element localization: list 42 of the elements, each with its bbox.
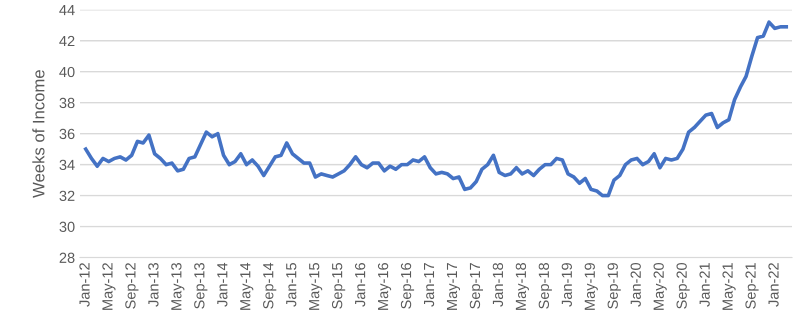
x-tick-label: Sep-17 — [470, 263, 483, 309]
x-tick-label: Sep-21 — [745, 263, 759, 309]
x-tick-label: Jan-16 — [354, 263, 366, 307]
y-tick-label: 40 — [59, 66, 75, 78]
x-tick-label: Jan-19 — [562, 263, 572, 307]
y-tick-label: 44 — [59, 5, 75, 16]
x-tick-label: Jan-15 — [286, 263, 296, 307]
x-tick-label: Sep-14 — [263, 262, 276, 309]
y-tick-label: 34 — [59, 160, 75, 170]
x-tick-label: Jan-13 — [148, 263, 159, 307]
y-axis-title: Weeks of Income — [32, 70, 45, 198]
x-tick-label: May-19 — [584, 263, 598, 310]
x-tick-label: May-17 — [446, 263, 460, 310]
x-tick-label: Sep-12 — [125, 263, 138, 309]
x-tick-label: Sep-16 — [400, 263, 414, 309]
x-tick-label: Sep-15 — [332, 263, 346, 309]
y-tick-label: 30 — [59, 222, 75, 232]
y-tick-label: 38 — [59, 98, 75, 108]
x-tick-label: May-21 — [722, 263, 736, 310]
x-tick-label: Jan-14 — [217, 262, 228, 307]
x-tick-label: Sep-19 — [608, 263, 621, 309]
x-tick-label: May-20 — [654, 262, 667, 310]
y-tick-label: 36 — [59, 128, 74, 140]
x-tick-label: May-15 — [309, 263, 322, 310]
y-tick-label: 28 — [60, 252, 75, 263]
x-tick-label: Sep-18 — [538, 263, 552, 309]
x-tick-label: Jan-22 — [768, 263, 779, 307]
x-tick-label: Sep-13 — [194, 263, 208, 309]
x-tick-label: Jan-17 — [424, 263, 434, 307]
x-tick-label: May-14 — [240, 262, 254, 310]
x-tick-label: Jan-21 — [699, 263, 710, 307]
y-tick-label: 32 — [59, 190, 74, 202]
x-tick-label: May-18 — [516, 263, 529, 310]
x-tick-label: Jan-12 — [79, 263, 90, 307]
line-series — [84, 20, 788, 198]
x-tick-label: May-16 — [378, 263, 392, 310]
x-tick-label: May-13 — [171, 263, 184, 310]
x-tick-label: Jan-20 — [630, 262, 641, 307]
x-tick-label: Sep-20 — [676, 262, 690, 309]
y-tick-label: 42 — [59, 36, 74, 46]
x-tick-label: May-12 — [102, 263, 116, 310]
x-tick-label: Jan-18 — [492, 263, 504, 307]
